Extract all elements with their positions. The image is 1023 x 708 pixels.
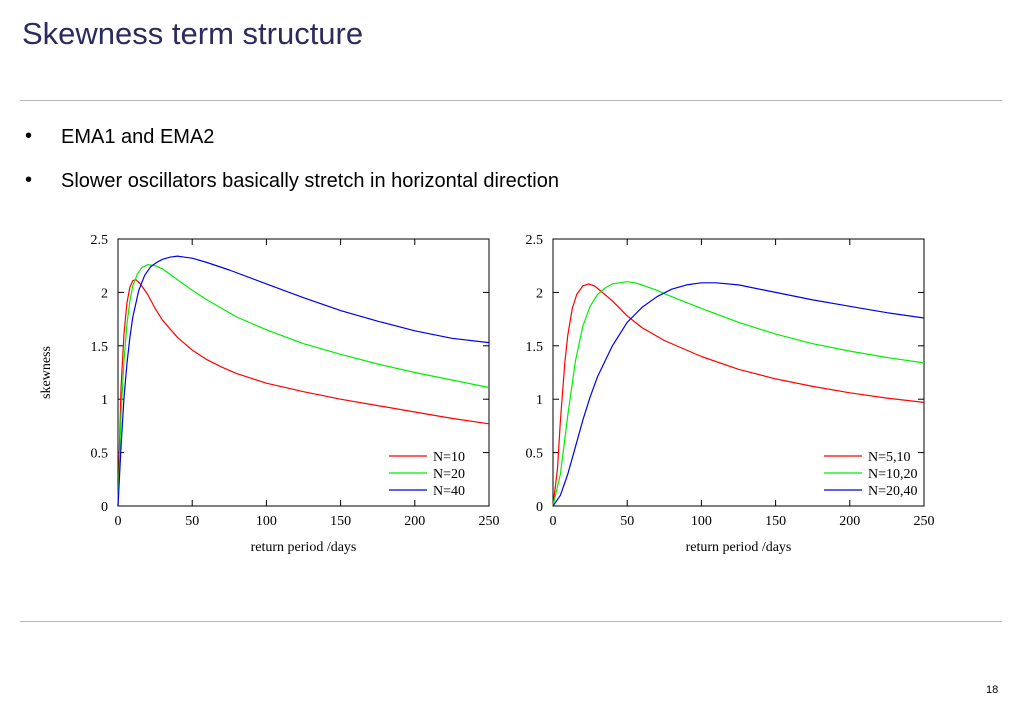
chart-right: 0 50 100 150 200 250 0 0.5 1 1.5 2 2.5 return period… bbox=[526, 233, 935, 555]
series-line-2 bbox=[117, 264, 490, 507]
y-tick-label: 1.5 bbox=[526, 340, 544, 355]
x-tick-label: 250 bbox=[479, 514, 500, 529]
series-line-3 bbox=[552, 282, 925, 507]
y-tick-label: 1 bbox=[101, 393, 108, 408]
bullet-dot-icon: • bbox=[25, 169, 33, 191]
y-tick-label: 0.5 bbox=[91, 447, 109, 462]
x-tick-label: 0 bbox=[550, 514, 557, 529]
x-tick-label: 0 bbox=[115, 514, 122, 529]
x-tick-label: 50 bbox=[620, 514, 634, 529]
x-tick-label: 250 bbox=[914, 514, 935, 529]
x-axis-label: return period /days bbox=[686, 540, 792, 555]
y-tick-label: 2.5 bbox=[91, 233, 109, 248]
legend-label: N=5,10 bbox=[868, 450, 911, 465]
y-axis-label: skewness bbox=[39, 346, 54, 399]
bullet-text: EMA1 and EMA2 bbox=[61, 126, 215, 148]
x-tick-label: 150 bbox=[765, 514, 786, 529]
series-line-1 bbox=[117, 279, 490, 507]
y-tick-label: 1.5 bbox=[91, 340, 109, 355]
legend-label: N=20 bbox=[433, 467, 465, 482]
series-line-1 bbox=[552, 283, 925, 507]
y-tick-label: 0 bbox=[101, 500, 108, 515]
y-tick-label: 0.5 bbox=[526, 447, 544, 462]
x-tick-label: 50 bbox=[185, 514, 199, 529]
y-tick-label: 2.5 bbox=[526, 233, 544, 248]
y-tick-label: 1 bbox=[536, 393, 543, 408]
x-tick-label: 150 bbox=[330, 514, 351, 529]
slide-title: Skewness term structure bbox=[22, 16, 364, 51]
legend-label: N=40 bbox=[433, 484, 465, 499]
bullet-text: Slower oscillators basically stretch in … bbox=[61, 170, 559, 192]
legend-label: N=10 bbox=[433, 450, 465, 465]
bullet-dot-icon: • bbox=[25, 125, 33, 147]
y-tick-label: 2 bbox=[536, 286, 543, 301]
bottom-divider bbox=[20, 621, 1002, 622]
legend-label: N=20,40 bbox=[868, 484, 918, 499]
plot-frame bbox=[552, 238, 925, 507]
x-tick-label: 100 bbox=[256, 514, 277, 529]
top-divider bbox=[20, 100, 1002, 101]
page-number: 18 bbox=[986, 684, 999, 696]
x-tick-label: 100 bbox=[691, 514, 712, 529]
plot-frame bbox=[117, 238, 490, 507]
y-tick-label: 0 bbox=[536, 500, 543, 515]
y-tick-label: 2 bbox=[101, 286, 108, 301]
legend-label: N=10,20 bbox=[868, 467, 918, 482]
x-axis-label: return period /days bbox=[251, 540, 357, 555]
series-line-3 bbox=[117, 255, 490, 507]
x-tick-label: 200 bbox=[404, 514, 425, 529]
chart-left: 0 50 100 150 200 250 0 0.5 1 1.5 2 2.5 return period… bbox=[39, 233, 500, 555]
x-tick-label: 200 bbox=[839, 514, 860, 529]
series-line-2 bbox=[552, 281, 925, 507]
